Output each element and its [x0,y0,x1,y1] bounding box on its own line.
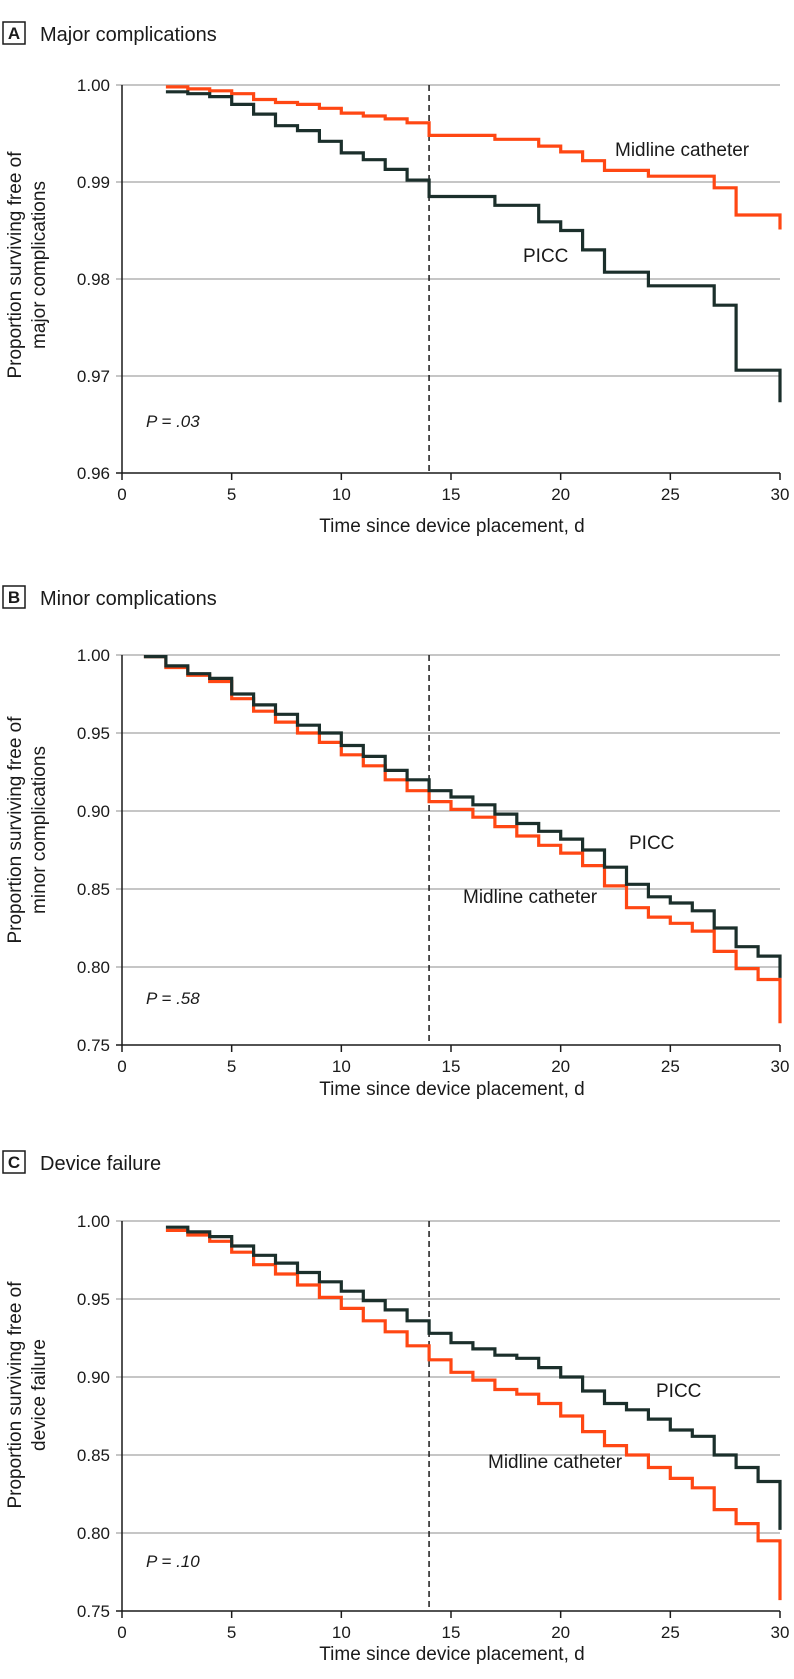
p-value-label: P = .10 [146,1552,200,1571]
picc-survival-curve [165,90,782,403]
y-tick-label: 1.00 [77,1212,110,1231]
y-axis-label-line-1: Proportion surviving free of [5,716,26,944]
x-tick-label: 10 [332,1623,351,1642]
y-axis-label-line-1: Proportion surviving free of [5,1281,26,1509]
p-value-label: P = .58 [146,989,200,1008]
midline-survival-curve [165,85,782,230]
y-tick-label: 0.90 [77,1368,110,1387]
panel-title: Minor complications [40,588,217,610]
y-tick-label: 0.96 [77,464,110,483]
x-axis-label: Time since device placement, d [319,516,584,537]
x-tick-label: 30 [771,485,790,504]
y-tick-label: 0.99 [77,173,110,192]
x-tick-label: 5 [227,1057,236,1076]
panel-letter: C [8,1153,20,1172]
x-tick-label: 20 [551,1057,570,1076]
picc-series-label: PICC [629,833,674,854]
x-tick-label: 0 [117,1057,126,1076]
y-tick-label: 0.95 [77,724,110,743]
x-tick-label: 10 [332,485,351,504]
y-tick-label: 0.95 [77,1290,110,1309]
x-axis-label: Time since device placement, d [319,1079,584,1100]
panel-a-major-complications: A Major complications 0.96 0.97 0.98 0.99 1.… [2,21,790,537]
y-tick-label: 0.75 [77,1036,110,1055]
y-tick-label: 0.97 [77,367,110,386]
x-tick-label: 30 [771,1057,790,1076]
panel-b-minor-complications: B Minor complications 0.75 0.80 0.85 0.90 0.… [2,585,790,1100]
picc-series-label: PICC [656,1381,701,1402]
y-tick-label: 0.85 [77,880,110,899]
panel-letter: A [8,24,20,43]
midline-survival-curve [165,1228,782,1601]
x-tick-label: 20 [551,1623,570,1642]
x-tick-label: 25 [661,1623,680,1642]
picc-series-label: PICC [523,246,568,267]
panel-title: Major complications [40,24,217,46]
y-tick-label: 0.98 [77,270,110,289]
midline-series-label: Midline catheter [615,140,750,161]
x-tick-label: 0 [117,1623,126,1642]
x-tick-label: 0 [117,485,126,504]
x-tick-label: 30 [771,1623,790,1642]
x-tick-label: 25 [661,485,680,504]
y-tick-label: 0.80 [77,1524,110,1543]
y-tick-label: 0.85 [77,1446,110,1465]
panel-letter: B [8,588,20,607]
y-axis-label-line-1: Proportion surviving free of [5,151,26,379]
panel-c-device-failure: C Device failure 0.75 0.80 0.85 0.90 0.95 1.0… [2,1150,790,1665]
x-tick-label: 5 [227,1623,236,1642]
x-tick-label: 15 [442,1623,461,1642]
picc-survival-curve [143,655,782,978]
midline-series-label: Midline catheter [463,887,598,908]
x-axis-label: Time since device placement, d [319,1644,584,1665]
p-value-label: P = .03 [146,412,200,431]
x-tick-label: 20 [551,485,570,504]
y-tick-label: 1.00 [77,646,110,665]
panel-letter-box [2,21,26,45]
y-tick-label: 1.00 [77,76,110,95]
y-tick-label: 0.75 [77,1602,110,1621]
x-tick-label: 15 [442,485,461,504]
x-tick-label: 15 [442,1057,461,1076]
panel-letter-box [2,585,26,609]
y-axis-label-line-2: minor complications [29,746,50,914]
panel-letter-box [2,1150,26,1174]
picc-survival-curve [165,1225,782,1530]
y-tick-label: 0.90 [77,802,110,821]
y-axis-label-line-2: major complications [29,181,50,349]
y-tick-label: 0.80 [77,958,110,977]
panel-title: Device failure [40,1153,161,1175]
x-tick-label: 5 [227,485,236,504]
midline-series-label: Midline catheter [488,1452,623,1473]
midline-survival-curve [143,655,782,1024]
y-axis-label-line-2: device failure [29,1339,50,1451]
x-tick-label: 10 [332,1057,351,1076]
x-tick-label: 25 [661,1057,680,1076]
